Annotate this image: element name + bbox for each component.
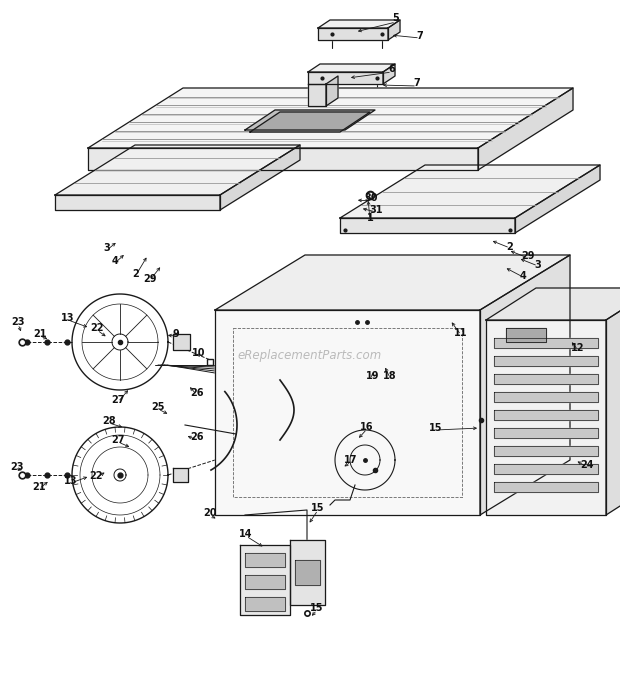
Polygon shape: [494, 338, 598, 348]
Text: 21: 21: [33, 329, 46, 339]
Polygon shape: [245, 575, 285, 589]
Text: 4: 4: [112, 256, 118, 266]
Text: 15: 15: [429, 423, 443, 433]
Polygon shape: [290, 540, 325, 605]
Text: 3: 3: [104, 243, 110, 253]
Polygon shape: [478, 88, 573, 170]
Polygon shape: [220, 145, 300, 210]
Text: 28: 28: [102, 416, 116, 426]
Polygon shape: [245, 597, 285, 611]
Text: 22: 22: [91, 323, 104, 333]
Polygon shape: [308, 84, 326, 106]
Text: 31: 31: [370, 205, 383, 215]
Text: 11: 11: [454, 328, 467, 338]
Text: 23: 23: [11, 317, 25, 327]
Text: 29: 29: [143, 274, 157, 284]
Text: 10: 10: [192, 348, 206, 358]
Polygon shape: [308, 72, 383, 84]
Polygon shape: [245, 110, 375, 130]
Polygon shape: [515, 165, 600, 233]
Text: 13: 13: [61, 313, 75, 323]
Polygon shape: [494, 482, 598, 492]
Polygon shape: [486, 288, 620, 320]
Text: 18: 18: [383, 371, 397, 381]
Text: 27: 27: [111, 395, 125, 405]
Polygon shape: [250, 112, 370, 132]
Polygon shape: [494, 356, 598, 366]
Polygon shape: [506, 328, 546, 342]
Text: 16: 16: [360, 422, 374, 432]
Text: 23: 23: [11, 462, 24, 472]
Polygon shape: [494, 428, 598, 438]
Text: 26: 26: [190, 432, 204, 442]
Polygon shape: [494, 446, 598, 456]
Text: 7: 7: [417, 31, 423, 41]
Polygon shape: [88, 148, 478, 170]
Polygon shape: [308, 64, 395, 72]
Polygon shape: [340, 165, 600, 218]
Polygon shape: [55, 145, 300, 195]
Polygon shape: [486, 320, 606, 515]
Text: 17: 17: [344, 455, 358, 465]
Polygon shape: [480, 255, 570, 515]
Text: 19: 19: [366, 371, 379, 381]
Polygon shape: [215, 255, 570, 310]
Text: 15: 15: [310, 603, 324, 613]
Text: 1: 1: [366, 213, 373, 223]
Text: 27: 27: [111, 435, 125, 445]
Polygon shape: [383, 64, 395, 84]
Polygon shape: [295, 560, 320, 585]
Polygon shape: [494, 464, 598, 474]
Polygon shape: [606, 288, 620, 515]
Polygon shape: [318, 28, 388, 40]
Text: 29: 29: [521, 251, 534, 261]
Text: 26: 26: [190, 388, 204, 398]
Polygon shape: [388, 20, 400, 40]
Text: 13: 13: [64, 476, 78, 486]
Text: 30: 30: [365, 193, 378, 203]
Polygon shape: [340, 218, 515, 233]
Text: 14: 14: [239, 529, 253, 539]
Polygon shape: [88, 88, 573, 148]
Polygon shape: [326, 76, 338, 106]
Text: 7: 7: [414, 78, 420, 88]
Polygon shape: [55, 195, 220, 210]
Polygon shape: [245, 553, 285, 567]
Text: eReplacementParts.com: eReplacementParts.com: [238, 349, 382, 361]
Polygon shape: [494, 374, 598, 384]
Polygon shape: [173, 468, 188, 482]
Polygon shape: [215, 310, 480, 515]
Polygon shape: [318, 20, 400, 28]
Text: 4: 4: [520, 271, 526, 281]
Text: 2: 2: [133, 269, 140, 279]
Text: 3: 3: [534, 260, 541, 270]
Polygon shape: [173, 334, 190, 350]
Text: 22: 22: [89, 471, 103, 481]
Text: 6: 6: [389, 64, 396, 74]
Text: 21: 21: [32, 482, 46, 492]
Text: 5: 5: [392, 13, 399, 23]
Polygon shape: [240, 545, 290, 615]
Polygon shape: [494, 392, 598, 402]
Text: 24: 24: [580, 460, 594, 470]
Text: 12: 12: [571, 343, 585, 353]
Text: 9: 9: [172, 329, 179, 339]
Text: 15: 15: [311, 503, 325, 513]
Text: 20: 20: [203, 508, 217, 518]
Polygon shape: [494, 410, 598, 420]
Text: 2: 2: [507, 242, 513, 252]
Text: 25: 25: [151, 402, 165, 412]
